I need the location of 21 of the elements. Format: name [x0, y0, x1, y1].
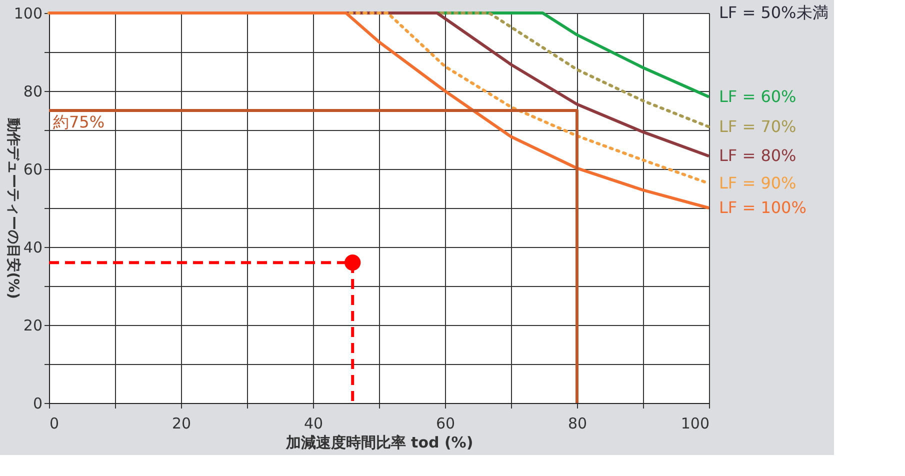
x-tick-label: 60	[436, 414, 456, 432]
x-tick-label: 20	[172, 414, 192, 432]
series-label: LF = 90%	[719, 173, 796, 192]
x-tick-label: 40	[304, 414, 324, 432]
y-tick-label: 80	[23, 82, 42, 100]
x-tick-label: 100	[680, 414, 710, 432]
y-tick-label: 40	[23, 238, 42, 256]
y-tick-label: 0	[32, 394, 42, 412]
y-axis-title: 動作デューティーの目安(%)	[4, 117, 22, 299]
series-label: LF = 60%	[719, 86, 796, 106]
x-tick-label: 80	[568, 414, 588, 432]
y-tick-label: 60	[23, 160, 42, 178]
series-label: LF = 80%	[719, 146, 796, 166]
x-tick-label: 0	[50, 414, 60, 432]
y-tick-label: 100	[14, 4, 42, 22]
annotation: 約75%	[53, 112, 105, 132]
series-label: LF = 70%	[719, 116, 796, 136]
series-label: LF = 100%	[719, 198, 806, 217]
y-tick-label: 20	[23, 316, 42, 334]
x-axis-title: 加減速度時間比率 tod (%)	[284, 434, 474, 452]
text: LF = 50%未満	[719, 3, 828, 22]
